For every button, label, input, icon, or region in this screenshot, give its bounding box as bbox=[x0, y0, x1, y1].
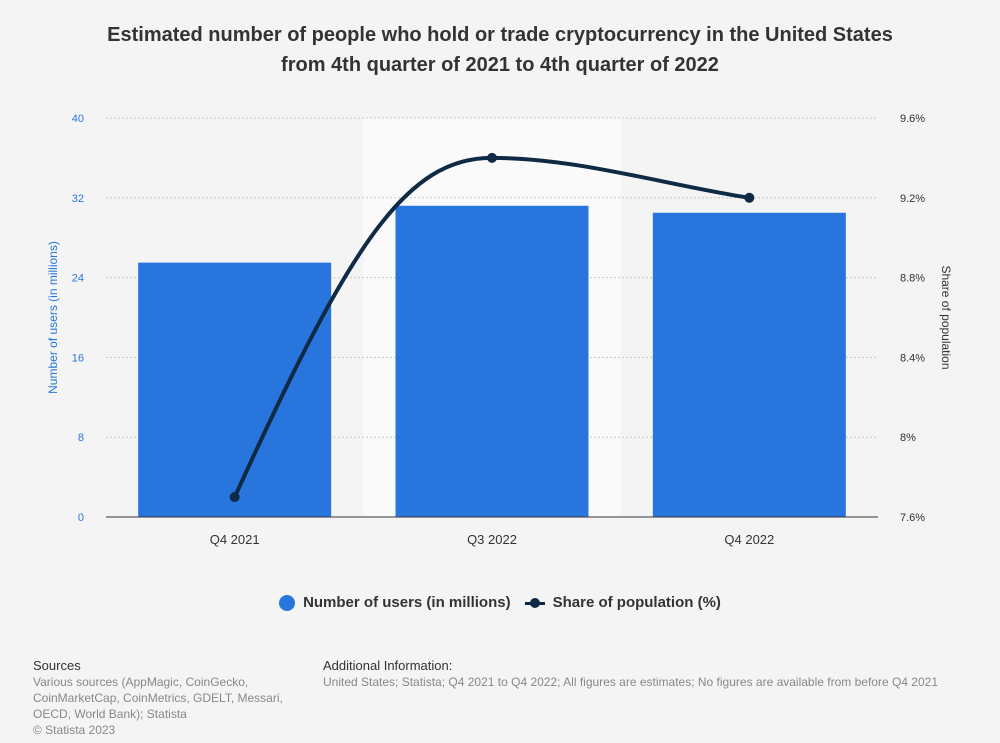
bar-users-q4-2022[interactable] bbox=[652, 212, 846, 517]
y-tick-label-right: 9.6% bbox=[900, 113, 925, 125]
chart-title-line-1: Estimated number of people who hold or t… bbox=[107, 24, 893, 46]
chart-title: Estimated number of people who hold or t… bbox=[40, 20, 960, 80]
sources-line-3: OECD, World Bank); Statista bbox=[33, 707, 187, 721]
sources-link[interactable]: Various sources (AppMagic, CoinGecko, Co… bbox=[33, 675, 283, 721]
y-tick-label-left: 40 bbox=[72, 113, 84, 125]
y-tick-label-left: 0 bbox=[78, 512, 84, 524]
line-point-q3-2022[interactable] bbox=[487, 152, 497, 163]
legend-share-label: Share of population (%) bbox=[552, 594, 721, 611]
additional-info-heading: Additional Information: bbox=[323, 658, 453, 673]
y-axis-title-left: Number of users (in millions) bbox=[46, 241, 60, 394]
y-tick-label-left: 8 bbox=[78, 432, 84, 444]
chart-legend: Number of users (in millions) Share of p… bbox=[0, 594, 1000, 611]
legend-users-label: Number of users (in millions) bbox=[303, 594, 511, 611]
line-point-q4-2022[interactable] bbox=[744, 192, 755, 203]
y-tick-label-right: 7.6% bbox=[900, 512, 925, 524]
sources-heading: Sources bbox=[33, 658, 81, 673]
legend-line-marker bbox=[524, 595, 545, 611]
chart-title-line-2: from 4th quarter of 2021 to 4th quarter … bbox=[281, 54, 719, 76]
bar-users-q4-2021[interactable] bbox=[138, 262, 332, 517]
y-axis-title-right: Share of population bbox=[939, 265, 953, 369]
sources-block: Sources Various sources (AppMagic, CoinG… bbox=[33, 658, 303, 738]
x-tick-label: Q4 2021 bbox=[210, 532, 260, 547]
legend-item-users[interactable]: Number of users (in millions) bbox=[279, 594, 511, 611]
x-tick-label: Q3 2022 bbox=[467, 532, 517, 547]
y-tick-label-left: 32 bbox=[72, 193, 84, 205]
y-tick-label-right: 8% bbox=[900, 432, 916, 444]
legend-bar-marker bbox=[279, 594, 296, 611]
sources-line-2: CoinMarketCap, CoinMetrics, GDELT, Messa… bbox=[33, 691, 283, 705]
legend-item-share[interactable]: Share of population (%) bbox=[524, 594, 721, 611]
y-tick-label-left: 16 bbox=[72, 352, 84, 364]
sources-line-1: Various sources (AppMagic, CoinGecko, bbox=[33, 675, 249, 689]
y-tick-label-right: 9.2% bbox=[900, 193, 925, 205]
line-point-q4-2021[interactable] bbox=[229, 492, 240, 503]
line-share-of-population[interactable] bbox=[232, 155, 750, 498]
additional-info-block: Additional Information: United States; S… bbox=[323, 658, 983, 690]
copyright-text: © Statista 2023 bbox=[33, 723, 116, 737]
x-tick-label: Q4 2022 bbox=[724, 532, 774, 547]
chart-svg: 0 8 16 24 32 40 7.6% 8% 8.4% 8.8% 9.2% 9.6% Number o… bbox=[46, 113, 953, 547]
bar-users-q3-2022[interactable] bbox=[395, 205, 589, 517]
y-tick-label-left: 24 bbox=[72, 273, 84, 285]
additional-info-text: United States; Statista; Q4 2021 to Q4 2… bbox=[323, 675, 939, 689]
y-tick-label-right: 8.4% bbox=[900, 352, 925, 364]
y-tick-label-right: 8.8% bbox=[900, 273, 925, 285]
